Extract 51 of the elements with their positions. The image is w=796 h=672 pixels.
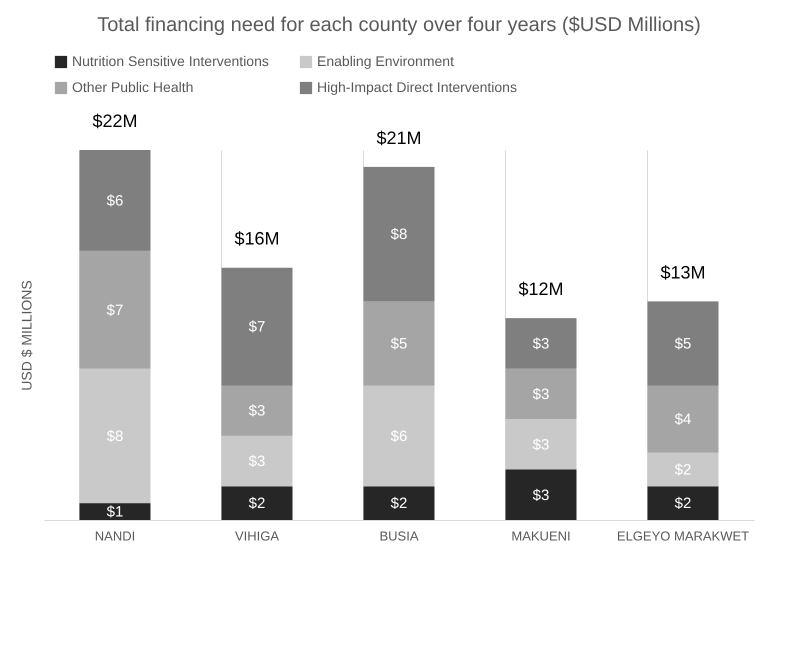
- bar: [222, 385, 292, 436]
- x-tick-label: BUSIA: [379, 528, 419, 544]
- x-tick-label: VIHIGA: [234, 528, 280, 544]
- legend-label: Nutrition Sensitive Interventions: [72, 53, 269, 69]
- chart-title: Total financing need for each county over four years ($USD Millions): [97, 14, 701, 36]
- bar: [222, 436, 292, 486]
- bar: [80, 368, 150, 504]
- data-label: $2: [390, 495, 408, 512]
- y-axis-title: USD $ MILLIONS: [18, 280, 34, 391]
- x-tick-label: NANDI: [94, 528, 136, 544]
- data-label: $1: [106, 504, 124, 521]
- bar: [506, 419, 576, 470]
- data-label: $4: [674, 411, 692, 428]
- legend-label: Enabling Environment: [317, 53, 454, 69]
- bar: [364, 385, 434, 486]
- data-label: $3: [532, 386, 550, 403]
- bar: [506, 318, 576, 369]
- bar: [648, 452, 718, 486]
- legend-label: High-Impact Direct Interventions: [317, 79, 517, 95]
- bar: [364, 301, 434, 386]
- x-tick-label: ELGEYO MARAKWET: [616, 528, 750, 544]
- data-label: $7: [106, 302, 124, 319]
- bar: [648, 385, 718, 453]
- bar: [80, 503, 150, 520]
- data-label: $6: [106, 192, 124, 210]
- bar: [222, 268, 292, 386]
- x-tick-label: MAKUENI: [511, 528, 571, 544]
- bar: [506, 368, 576, 420]
- bar: [80, 250, 150, 369]
- data-label: $7: [248, 318, 266, 336]
- bar: [80, 150, 150, 251]
- data-label: $8: [390, 226, 408, 244]
- data-label: $3: [532, 335, 550, 352]
- data-label: $3: [532, 486, 550, 504]
- bar: [222, 486, 292, 520]
- bar: [364, 486, 434, 520]
- data-label: $2: [674, 495, 692, 512]
- total-label: $13M: [660, 262, 706, 282]
- total-label: $22M: [92, 111, 138, 131]
- total-label: $16M: [234, 228, 280, 249]
- bar: [648, 301, 718, 386]
- data-label: $5: [674, 335, 692, 352]
- bar: [364, 166, 434, 302]
- total-label: $21M: [376, 128, 422, 148]
- total-label: $12M: [518, 279, 564, 300]
- data-label: $3: [248, 402, 266, 420]
- bar: [648, 486, 718, 520]
- legend-label: Other Public Health: [72, 79, 194, 95]
- bar: [506, 470, 576, 520]
- data-label: $2: [248, 495, 266, 512]
- data-label: $5: [390, 335, 408, 352]
